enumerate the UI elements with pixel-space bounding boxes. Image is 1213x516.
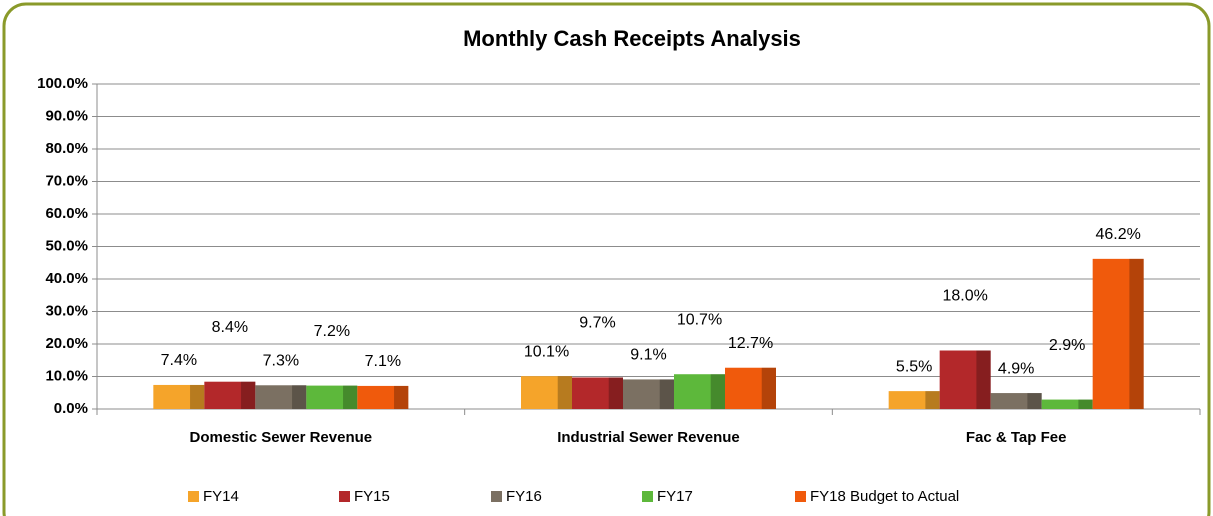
legend-swatch	[188, 491, 199, 502]
bar	[204, 381, 256, 409]
bar	[357, 385, 409, 409]
legend-swatch	[642, 491, 653, 502]
y-tick-label: 80.0%	[45, 140, 88, 157]
y-tick-label: 60.0%	[45, 205, 88, 222]
bar	[990, 393, 1042, 409]
x-tick-label: Industrial Sewer Revenue	[557, 429, 740, 446]
y-tick-label: 0.0%	[54, 400, 88, 417]
bar-shade	[710, 374, 725, 409]
data-label: 5.5%	[896, 358, 932, 375]
bar	[306, 385, 358, 409]
bar	[674, 374, 725, 409]
bar-shade	[925, 391, 940, 409]
bar	[623, 379, 674, 409]
data-label: 9.1%	[630, 347, 666, 364]
legend-label: FY17	[657, 488, 693, 505]
bar-shade	[1129, 258, 1144, 409]
bar	[725, 367, 776, 409]
legend-swatch	[339, 491, 350, 502]
y-tick-label: 10.0%	[45, 367, 88, 384]
data-label: 7.2%	[314, 323, 350, 340]
bar	[572, 377, 623, 409]
bar	[1092, 258, 1144, 409]
bar-shade	[241, 381, 256, 409]
data-label: 8.4%	[212, 319, 248, 336]
bar-shade	[976, 350, 991, 409]
bar	[255, 385, 307, 409]
bar-shade	[608, 377, 623, 409]
bar	[153, 384, 205, 409]
data-label: 10.1%	[524, 343, 569, 360]
y-tick-label: 20.0%	[45, 335, 88, 352]
bar-shade	[1078, 399, 1093, 409]
bar-shade	[292, 385, 307, 409]
y-tick-label: 100.0%	[37, 75, 88, 92]
data-label: 46.2%	[1095, 226, 1140, 243]
legend-label: FY14	[203, 488, 239, 505]
legend-label: FY15	[354, 488, 390, 505]
y-tick-label: 90.0%	[45, 107, 88, 124]
bar-shade	[659, 379, 674, 409]
bar-shade	[394, 385, 409, 409]
bar	[888, 391, 940, 409]
data-label: 12.7%	[728, 335, 773, 352]
bar-shade	[761, 367, 776, 409]
data-label: 2.9%	[1049, 337, 1085, 354]
bar-shade	[343, 385, 358, 409]
legend-swatch	[491, 491, 502, 502]
y-tick-label: 50.0%	[45, 237, 88, 254]
bar	[939, 350, 991, 409]
bar-shade	[557, 376, 572, 409]
chart-title: Monthly Cash Receipts Analysis	[463, 26, 801, 51]
bar-shade	[190, 384, 205, 409]
x-tick-label: Domestic Sewer Revenue	[190, 429, 373, 446]
data-label: 7.4%	[161, 352, 197, 369]
data-label: 9.7%	[579, 315, 615, 332]
legend-swatch	[795, 491, 806, 502]
data-label: 7.3%	[263, 352, 299, 369]
y-tick-label: 70.0%	[45, 172, 88, 189]
y-tick-label: 40.0%	[45, 270, 88, 287]
bar	[521, 376, 572, 409]
data-label: 10.7%	[677, 311, 722, 328]
data-label: 7.1%	[365, 353, 401, 370]
y-tick-label: 30.0%	[45, 302, 88, 319]
data-label: 18.0%	[942, 288, 987, 305]
x-tick-label: Fac & Tap Fee	[966, 429, 1067, 446]
bar-shade	[1027, 393, 1042, 409]
data-label: 4.9%	[998, 360, 1034, 377]
bar	[1041, 399, 1093, 409]
legend-label: FY18 Budget to Actual	[810, 488, 959, 505]
legend-label: FY16	[506, 488, 542, 505]
